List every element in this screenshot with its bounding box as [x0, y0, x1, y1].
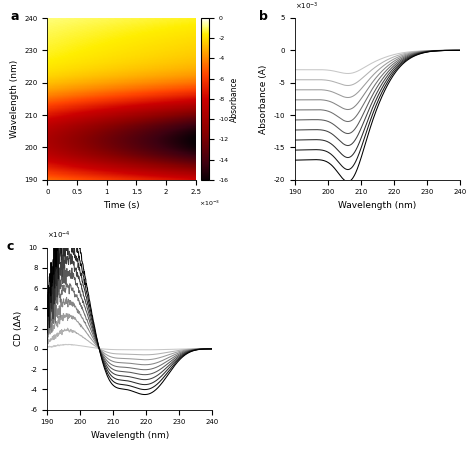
Y-axis label: CD (ΔA): CD (ΔA) [14, 311, 23, 346]
X-axis label: Wavelength (nm): Wavelength (nm) [91, 431, 169, 440]
Y-axis label: Absorbance (A): Absorbance (A) [259, 64, 268, 134]
Y-axis label: Absorbance: Absorbance [230, 76, 239, 122]
Text: a: a [10, 10, 19, 23]
Text: $\times10^{-3}$: $\times10^{-3}$ [199, 199, 220, 208]
Text: $\times10^{-3}$: $\times10^{-3}$ [295, 0, 319, 12]
X-axis label: Time (s): Time (s) [103, 201, 140, 210]
X-axis label: Wavelength (nm): Wavelength (nm) [338, 201, 417, 210]
Text: c: c [6, 240, 14, 252]
Text: b: b [258, 10, 267, 23]
Y-axis label: Wavelength (nm): Wavelength (nm) [9, 60, 18, 138]
Text: $\times10^{-4}$: $\times10^{-4}$ [47, 230, 71, 241]
